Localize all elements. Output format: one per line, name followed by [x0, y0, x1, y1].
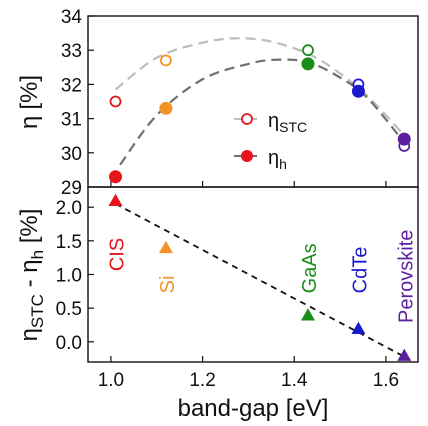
material-labels: CIS Si GaAs CdTe Perovskite	[107, 230, 418, 323]
h-point	[109, 170, 122, 184]
h-point	[351, 84, 365, 98]
bottom-y-axis-stc-subscript: STC	[28, 294, 47, 328]
top-panel-fit-curves	[114, 37, 406, 166]
h-point	[159, 101, 173, 115]
top-y-tick-label: 34	[61, 7, 83, 28]
bottom-y-axis-unit: [%]	[16, 209, 43, 250]
legend-stc-symbol: η	[268, 110, 279, 132]
difference-point	[158, 240, 173, 254]
material-label: CIS	[107, 238, 129, 271]
bottom-y-axis-label: ηSTC - ηh [%]	[16, 209, 47, 342]
difference-point	[108, 193, 123, 207]
legend-h-symbol: η	[268, 147, 279, 169]
top-panel-frame	[87, 15, 419, 188]
x-axis-ticks: 1.0 1.2 1.4 1.6	[98, 181, 399, 391]
top-panel-y-ticks: 29 30 31 32 33 34	[61, 7, 94, 199]
legend-stc-marker	[241, 113, 253, 125]
bottom-y-tick-label: 0.5	[56, 299, 82, 320]
material-label: Si	[157, 276, 179, 294]
bottom-y-axis-minus-eta: - η	[16, 259, 43, 294]
legend-h-subscript: h	[279, 156, 287, 172]
x-tick-label: 1.0	[98, 370, 124, 391]
x-axis-label: band-gap [eV]	[178, 395, 329, 422]
stc-point	[302, 44, 314, 57]
difference-point	[301, 308, 315, 321]
top-y-tick-label: 30	[61, 144, 82, 165]
top-y-tick-label: 29	[61, 178, 82, 199]
legend-h-label: ηh	[268, 147, 287, 172]
bottom-y-axis-eta-stc: η	[16, 328, 43, 341]
h-point	[397, 132, 411, 146]
stc-point	[109, 95, 122, 108]
legend: ηSTC ηh	[234, 110, 307, 172]
material-label: GaAs	[299, 243, 321, 293]
legend-stc-label: ηSTC	[268, 110, 307, 135]
x-tick-label: 1.4	[281, 370, 308, 391]
top-panel-points	[109, 44, 411, 184]
top-y-axis-symbol: η	[16, 116, 43, 129]
material-label: CdTe	[349, 247, 371, 294]
bottom-panel-y-ticks: 0.0 0.5 1.0 1.5 2.0	[56, 198, 94, 354]
top-y-axis-label: η [%]	[16, 75, 43, 129]
material-label: Perovskite	[395, 230, 417, 323]
top-y-axis-unit: [%]	[16, 75, 43, 110]
bottom-y-tick-label: 1.5	[56, 232, 82, 253]
bottom-y-tick-label: 0.0	[56, 333, 82, 354]
x-tick-label: 1.6	[373, 370, 399, 391]
fit-curve-h	[119, 58, 406, 166]
difference-point	[397, 348, 412, 361]
top-y-tick-label: 31	[61, 110, 82, 131]
x-tick-label: 1.2	[189, 370, 215, 391]
top-y-tick-label: 33	[61, 41, 82, 62]
bottom-panel-points	[108, 193, 412, 361]
bottom-y-axis-h-subscript: h	[28, 250, 47, 259]
difference-point	[351, 321, 366, 334]
stc-point	[160, 54, 172, 67]
fit-curve-stc	[114, 37, 406, 137]
top-y-tick-label: 32	[61, 75, 82, 96]
bottom-y-tick-label: 2.0	[56, 198, 82, 219]
h-point	[301, 57, 315, 71]
bottom-y-tick-label: 1.0	[56, 266, 82, 287]
legend-stc-subscript: STC	[279, 119, 307, 135]
legend-h-marker	[241, 150, 253, 162]
